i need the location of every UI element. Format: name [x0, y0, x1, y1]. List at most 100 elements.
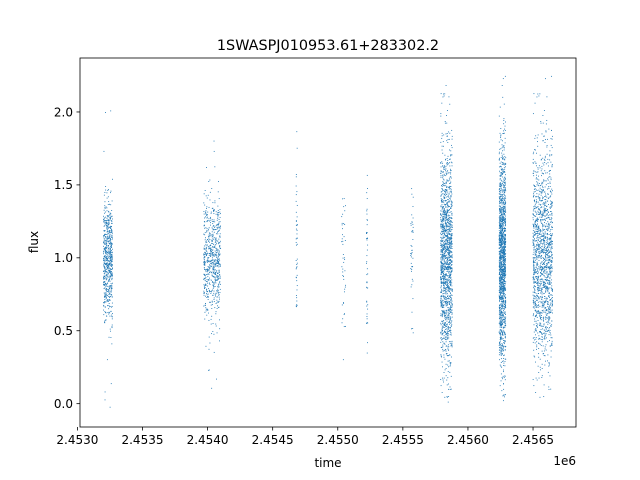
- data-point: [503, 287, 505, 289]
- data-point: [448, 341, 450, 343]
- data-point: [366, 274, 368, 276]
- data-point: [535, 250, 537, 252]
- data-point: [538, 228, 540, 230]
- data-point: [504, 215, 506, 217]
- data-point: [504, 300, 506, 302]
- data-point: [503, 149, 505, 151]
- data-point: [446, 303, 448, 305]
- data-point: [210, 222, 211, 224]
- data-point: [535, 377, 537, 379]
- data-point: [503, 317, 505, 319]
- data-point: [445, 274, 447, 276]
- data-point: [504, 223, 506, 225]
- data-point: [295, 238, 297, 240]
- data-point: [109, 287, 111, 289]
- data-point: [447, 253, 449, 254]
- data-point: [203, 261, 205, 263]
- data-point: [109, 296, 111, 298]
- data-point: [110, 238, 111, 240]
- data-point: [504, 181, 506, 183]
- data-point: [110, 283, 112, 285]
- data-point: [218, 252, 220, 254]
- data-point: [500, 298, 502, 300]
- data-point: [449, 371, 451, 373]
- data-point: [451, 138, 453, 140]
- data-point: [501, 195, 503, 197]
- data-point: [504, 341, 506, 343]
- data-point: [447, 220, 449, 222]
- data-point: [213, 262, 215, 264]
- data-point: [444, 204, 446, 205]
- data-point: [207, 252, 209, 254]
- data-point: [105, 246, 107, 248]
- data-point: [110, 264, 112, 266]
- data-point: [108, 305, 110, 307]
- data-point: [498, 263, 500, 265]
- data-point: [547, 255, 549, 257]
- data-point: [443, 244, 445, 246]
- data-point: [450, 161, 452, 163]
- data-point: [504, 261, 506, 263]
- data-point: [450, 283, 451, 285]
- data-point: [450, 375, 452, 377]
- data-point: [451, 240, 453, 242]
- data-point: [104, 217, 106, 219]
- data-point: [450, 288, 452, 290]
- data-point: [447, 191, 449, 193]
- data-point: [441, 283, 442, 285]
- data-point: [504, 236, 506, 238]
- data-point: [502, 265, 504, 267]
- data-point: [500, 288, 502, 290]
- data-point: [219, 276, 221, 278]
- data-point: [451, 256, 453, 257]
- data-point: [548, 363, 550, 365]
- data-point: [218, 286, 220, 288]
- data-point: [542, 257, 544, 258]
- data-point: [205, 307, 207, 309]
- data-point: [205, 252, 207, 254]
- data-point: [500, 263, 502, 265]
- data-point: [551, 201, 553, 203]
- data-point: [551, 228, 553, 230]
- data-point: [537, 223, 538, 225]
- data-point: [541, 239, 543, 241]
- data-point: [442, 207, 444, 208]
- data-point: [440, 214, 442, 216]
- data-point: [499, 323, 501, 325]
- data-point: [216, 259, 218, 261]
- data-point: [502, 331, 504, 333]
- data-point: [503, 266, 505, 268]
- data-point: [446, 287, 448, 288]
- data-point: [444, 216, 446, 218]
- data-point: [541, 282, 543, 284]
- data-point: [547, 313, 549, 314]
- data-point: [505, 243, 507, 245]
- data-point: [442, 377, 443, 379]
- data-point: [215, 293, 217, 295]
- data-point: [451, 282, 453, 284]
- data-point: [445, 243, 447, 245]
- data-point: [445, 367, 447, 369]
- data-point: [534, 302, 536, 303]
- data-point: [501, 200, 503, 202]
- data-point: [449, 275, 451, 276]
- data-point: [215, 240, 217, 242]
- data-point: [534, 305, 536, 307]
- data-point: [218, 296, 220, 298]
- data-point: [500, 287, 501, 289]
- data-point: [440, 272, 442, 273]
- data-point: [447, 288, 449, 290]
- data-point: [502, 313, 504, 315]
- data-point: [533, 339, 535, 341]
- data-point: [502, 257, 504, 259]
- data-point: [501, 152, 503, 154]
- data-point: [444, 214, 446, 216]
- data-point: [504, 292, 505, 294]
- data-point: [501, 277, 503, 279]
- data-point: [107, 291, 109, 293]
- data-point: [450, 276, 452, 278]
- data-point: [503, 228, 505, 230]
- data-point: [545, 201, 547, 203]
- data-point: [207, 296, 209, 298]
- data-point: [440, 379, 442, 381]
